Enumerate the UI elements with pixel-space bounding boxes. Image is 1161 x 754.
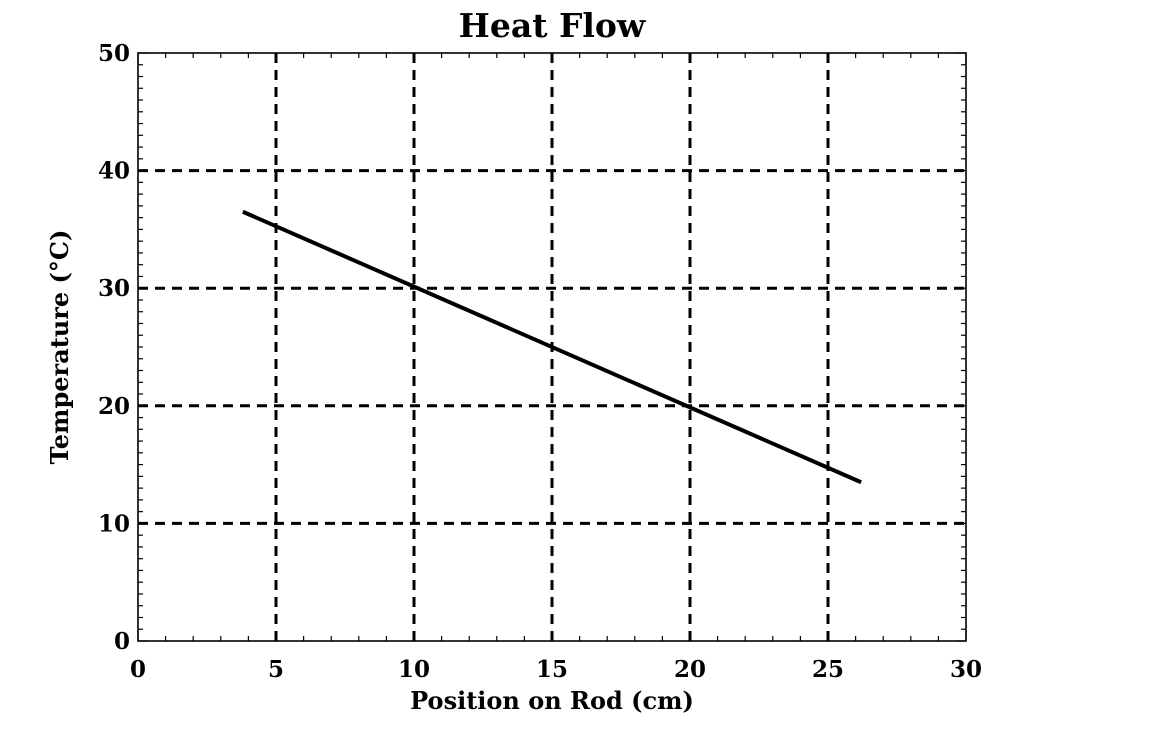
y-tick-label-4: 40 xyxy=(98,158,130,185)
y-axis-label: Temperature (°C) xyxy=(45,230,74,465)
x-tick-label-0: 0 xyxy=(130,656,146,683)
y-tick-label-5: 50 xyxy=(98,40,130,67)
x-tick-label-3: 15 xyxy=(536,656,568,683)
x-tick-labels: 0 5 10 15 20 25 30 xyxy=(130,656,982,683)
series-line-0 xyxy=(242,209,862,485)
x-tick-label-1: 5 xyxy=(268,656,284,683)
x-tick-label-5: 25 xyxy=(812,656,844,683)
series-layer xyxy=(242,209,862,485)
x-tick-label-4: 20 xyxy=(674,656,706,683)
minor-ticks xyxy=(137,52,967,642)
y-tick-labels: 0 10 20 30 40 50 xyxy=(98,40,130,655)
y-tick-label-1: 10 xyxy=(98,510,130,537)
chart-title: Heat Flow xyxy=(459,6,647,45)
plot-frame xyxy=(137,52,967,642)
x-tick-label-2: 10 xyxy=(398,656,430,683)
y-tick-label-3: 30 xyxy=(98,275,130,302)
x-axis-label: Position on Rod (cm) xyxy=(410,686,694,715)
y-tick-label-0: 0 xyxy=(114,628,130,655)
y-tick-label-2: 20 xyxy=(98,393,130,420)
x-tick-label-6: 30 xyxy=(950,656,982,683)
